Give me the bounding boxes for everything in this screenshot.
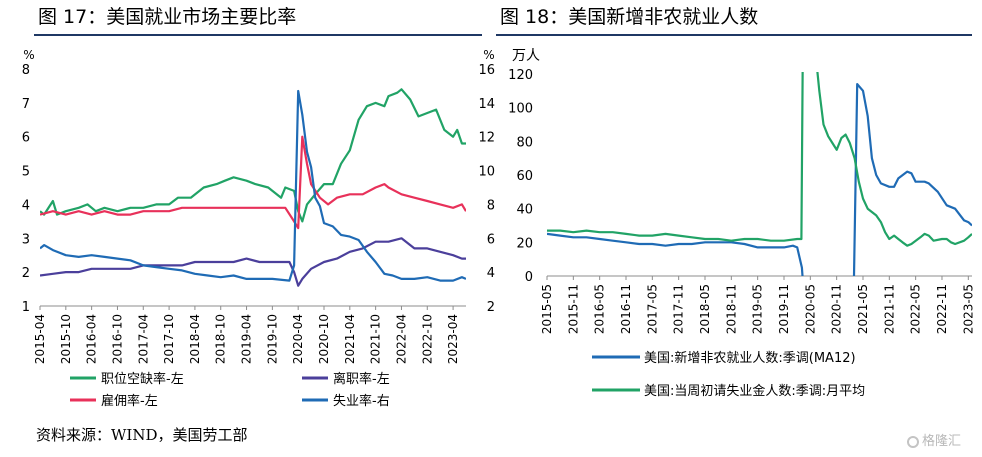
x-tick-label: 2019-10 bbox=[265, 314, 279, 364]
watermark-text: 格隆汇 bbox=[922, 434, 962, 449]
chart-panel-employment-ratios: 图 17：美国就业市场主要比率 %% 1 2 3 4 5 6 7 8 2 4 6 8 10 12 14 16 20… bbox=[0, 0, 495, 420]
chart-panel-nonfarm-payrolls: 图 18：美国新增非农就业人数 万人 0 20 40 60 80 100 120 2015-05… bbox=[490, 0, 982, 420]
x-tick-label: 2018-10 bbox=[214, 314, 228, 364]
series-line bbox=[852, 83, 972, 276]
y-tick: 80 bbox=[516, 135, 533, 150]
x-tick-label: 2015-05 bbox=[540, 284, 554, 334]
series-line bbox=[547, 232, 804, 276]
y-tick-left: 4 bbox=[22, 198, 30, 213]
watermark-logo-icon bbox=[907, 436, 919, 448]
y-tick: 0 bbox=[525, 270, 533, 285]
legend-label: 美国:当周初请失业金人数:季调:月平均 bbox=[644, 383, 865, 399]
series-line bbox=[40, 237, 466, 287]
y-tick-left: 8 bbox=[22, 63, 30, 78]
x-tick-label: 2017-05 bbox=[645, 284, 659, 334]
x-tick-label: 2015-10 bbox=[59, 314, 73, 364]
x-tick-label: 2020-10 bbox=[317, 314, 331, 364]
y-tick-left: 3 bbox=[22, 232, 30, 247]
x-tick-label: 2023-04 bbox=[446, 314, 460, 364]
y-tick-right: 8 bbox=[487, 198, 495, 213]
legend-label: 离职率-左 bbox=[333, 371, 390, 387]
y-tick: 20 bbox=[516, 236, 533, 251]
x-tick-label: 2020-11 bbox=[830, 284, 844, 334]
y-tick-right: 4 bbox=[487, 266, 495, 281]
y-tick-right: 12 bbox=[478, 131, 495, 146]
x-tick-label: 2015-04 bbox=[33, 314, 47, 364]
x-tick-label: 2016-10 bbox=[110, 314, 124, 364]
y-tick-left: 1 bbox=[22, 300, 30, 315]
y-tick-left: 2 bbox=[22, 266, 30, 281]
y-tick-left: 7 bbox=[22, 97, 30, 112]
x-tick-label: 2021-11 bbox=[882, 284, 896, 334]
y-tick: 120 bbox=[508, 68, 533, 83]
x-tick-label: 2022-04 bbox=[394, 314, 408, 364]
x-tick-label: 2017-11 bbox=[672, 284, 686, 334]
x-tick-label: 2021-05 bbox=[856, 284, 870, 334]
x-tick-label: 2019-04 bbox=[240, 314, 254, 364]
x-tick-label: 2022-10 bbox=[420, 314, 434, 364]
legend-label: 雇佣率-左 bbox=[101, 393, 158, 409]
y-tick: 40 bbox=[516, 203, 533, 218]
y-tick-right: 2 bbox=[487, 300, 495, 315]
series-group bbox=[547, 72, 972, 276]
series-group bbox=[40, 88, 466, 287]
y-tick: 60 bbox=[516, 169, 533, 184]
x-tick-label: 2022-05 bbox=[909, 284, 923, 334]
chart-title: 图 17：美国就业市场主要比率 bbox=[38, 6, 297, 28]
x-tick-label: 2017-10 bbox=[162, 314, 176, 364]
x-tick-label: 2021-10 bbox=[369, 314, 383, 364]
y-axis-right-unit: % bbox=[483, 48, 494, 62]
legend-label: 职位空缺率-左 bbox=[101, 371, 184, 387]
x-tick-label: 2019-05 bbox=[751, 284, 765, 334]
x-tick-label: 2016-04 bbox=[85, 314, 99, 364]
series-line bbox=[40, 89, 466, 282]
y-tick-right: 6 bbox=[487, 232, 495, 247]
x-tick-label: 2018-05 bbox=[698, 284, 712, 334]
y-tick-left: 6 bbox=[22, 131, 30, 146]
x-tick-label: 2018-11 bbox=[724, 284, 738, 334]
y-axis-unit: 万人 bbox=[512, 48, 540, 64]
title-divider bbox=[34, 34, 482, 36]
x-tick-label: 2016-05 bbox=[593, 284, 607, 334]
x-tick-label: 2015-11 bbox=[566, 284, 580, 334]
y-tick-left: 5 bbox=[22, 165, 30, 180]
legend-label: 美国:新增非农就业人数:季调(MA12) bbox=[644, 350, 856, 366]
x-tick-label: 2021-04 bbox=[343, 314, 357, 364]
x-tick-label: 2016-11 bbox=[619, 284, 633, 334]
watermark: 格隆汇 bbox=[907, 430, 961, 449]
x-tick-label: 2017-04 bbox=[136, 314, 150, 364]
y-tick: 100 bbox=[508, 102, 533, 117]
series-line bbox=[40, 135, 466, 230]
y-tick-right: 10 bbox=[478, 165, 495, 180]
source-note: 资料来源：WIND，美国劳工部 bbox=[36, 426, 248, 444]
series-line bbox=[547, 72, 972, 247]
y-tick-right: 16 bbox=[478, 63, 495, 78]
x-tick-label: 2018-04 bbox=[188, 314, 202, 364]
x-tick-label: 2022-11 bbox=[935, 284, 949, 334]
legend-label: 失业率-右 bbox=[333, 393, 390, 409]
chart-nonfarm-payrolls: 万人 0 20 40 60 80 100 120 2015-05 2015-11 2016-05 20… bbox=[508, 48, 975, 399]
x-tick-label: 2019-11 bbox=[777, 284, 791, 334]
title-divider bbox=[496, 34, 972, 36]
x-tick-label: 2023-05 bbox=[961, 284, 975, 334]
x-tick-label: 2020-05 bbox=[803, 284, 817, 334]
y-axis-left-unit: % bbox=[23, 48, 34, 62]
y-tick-right: 14 bbox=[478, 97, 495, 112]
series-line bbox=[40, 88, 466, 223]
x-tick-label: 2020-04 bbox=[291, 314, 305, 364]
chart-title: 图 18：美国新增非农就业人数 bbox=[500, 6, 759, 28]
